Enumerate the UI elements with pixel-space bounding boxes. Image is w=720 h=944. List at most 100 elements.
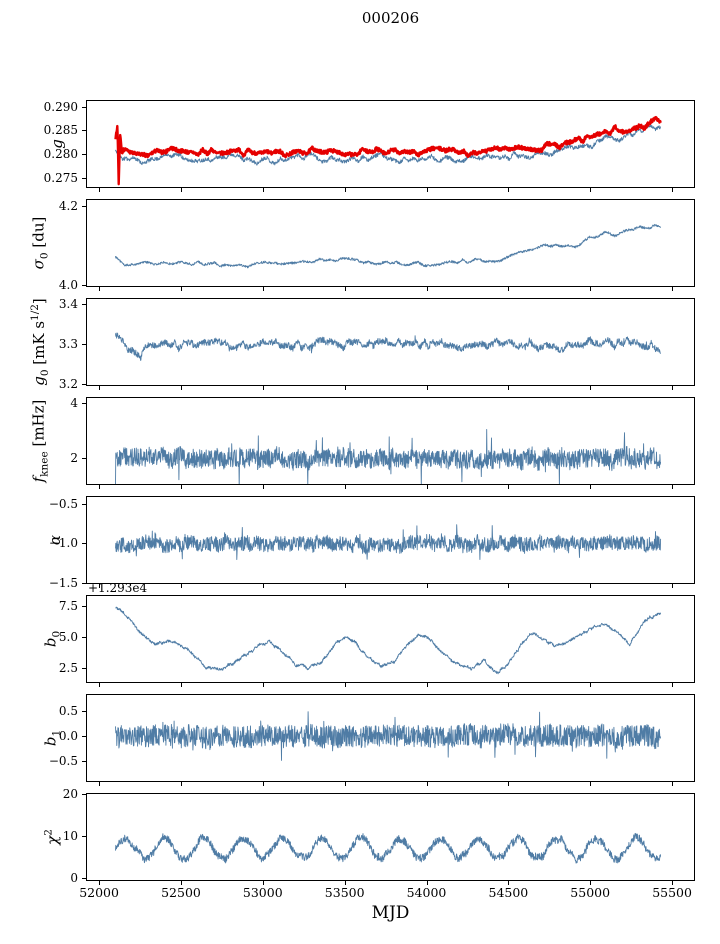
y-tick-label: 0.290 bbox=[43, 99, 78, 114]
x-tick-mark bbox=[262, 485, 264, 489]
x-tick-mark bbox=[181, 881, 182, 885]
y-axis-label: b1 bbox=[41, 729, 63, 747]
axes-frame bbox=[86, 496, 695, 584]
x-tick-mark bbox=[508, 386, 510, 390]
x-tick-label: 53000 bbox=[242, 885, 283, 900]
y-tick-label: −0.5 bbox=[48, 753, 78, 768]
series-line-g0 bbox=[115, 332, 661, 361]
plot-panel bbox=[86, 397, 695, 485]
y-tick-label: 4 bbox=[70, 396, 78, 411]
x-tick-mark bbox=[426, 485, 428, 489]
x-tick-mark bbox=[508, 881, 510, 885]
series-line-alpha bbox=[115, 524, 662, 560]
y-tick-label: −1.5 bbox=[48, 576, 78, 591]
y-tick-mark bbox=[82, 383, 86, 385]
y-axis-label: χ2 bbox=[42, 829, 62, 845]
y-tick-mark bbox=[82, 793, 86, 795]
x-tick-mark bbox=[508, 287, 510, 291]
x-tick-mark bbox=[426, 683, 428, 687]
x-tick-mark bbox=[426, 584, 428, 588]
x-tick-mark bbox=[262, 881, 264, 885]
plot-panel bbox=[86, 595, 695, 683]
x-tick-mark bbox=[672, 386, 674, 390]
axes-frame bbox=[86, 595, 695, 683]
axes-frame bbox=[86, 694, 695, 782]
plot-canvas bbox=[86, 496, 695, 584]
x-tick-mark bbox=[262, 188, 264, 192]
y-tick-mark bbox=[82, 106, 86, 108]
y-tick-mark bbox=[82, 153, 86, 155]
plot-canvas bbox=[86, 694, 695, 782]
plot-canvas bbox=[86, 100, 695, 188]
y-tick-label: 0.280 bbox=[43, 146, 78, 161]
y-tick-mark bbox=[82, 130, 86, 132]
x-axis-label: MJD bbox=[371, 903, 410, 923]
y-tick-label: 3.4 bbox=[58, 296, 78, 311]
x-tick-mark bbox=[99, 584, 101, 588]
plot-canvas bbox=[86, 298, 695, 386]
y-tick-mark bbox=[82, 206, 86, 208]
y-tick-label: 5.0 bbox=[58, 629, 78, 644]
y-tick-label: 20 bbox=[62, 786, 78, 801]
series-line-fknee bbox=[115, 429, 662, 485]
x-tick-mark bbox=[99, 287, 101, 291]
y-tick-label: 0.0 bbox=[58, 728, 78, 743]
plot-panel bbox=[86, 298, 695, 386]
x-tick-mark bbox=[672, 584, 674, 588]
y-axis-offset-text: +1.293e4 bbox=[88, 581, 148, 595]
y-tick-mark bbox=[82, 285, 86, 287]
x-tick-mark bbox=[262, 584, 264, 588]
x-tick-mark bbox=[344, 881, 346, 885]
plot-canvas bbox=[86, 595, 695, 683]
x-tick-mark bbox=[426, 881, 428, 885]
y-tick-mark bbox=[82, 760, 86, 762]
figure-title: 000206 bbox=[361, 9, 420, 27]
x-tick-mark bbox=[672, 287, 674, 291]
x-tick-mark bbox=[590, 584, 592, 588]
y-tick-label: 7.5 bbox=[58, 598, 78, 613]
plot-canvas bbox=[86, 793, 695, 881]
x-tick-mark bbox=[344, 485, 346, 489]
x-tick-mark bbox=[99, 881, 101, 885]
x-tick-mark bbox=[672, 485, 674, 489]
x-tick-mark bbox=[508, 485, 510, 489]
y-tick-label: 0.285 bbox=[43, 123, 78, 138]
x-tick-mark bbox=[590, 683, 592, 687]
axes-frame bbox=[86, 100, 695, 188]
x-tick-mark bbox=[99, 188, 101, 192]
x-tick-mark bbox=[508, 584, 510, 588]
series-line-g-fit bbox=[115, 124, 662, 166]
x-tick-mark bbox=[344, 287, 346, 291]
x-tick-mark bbox=[181, 188, 182, 192]
y-tick-mark bbox=[82, 583, 86, 585]
y-axis-label: α bbox=[46, 534, 64, 546]
y-tick-label: 0 bbox=[70, 871, 78, 886]
x-tick-mark bbox=[262, 386, 264, 390]
x-tick-label: 53500 bbox=[324, 885, 365, 900]
x-tick-mark bbox=[344, 584, 346, 588]
y-tick-label: −1.0 bbox=[48, 536, 78, 551]
x-tick-label: 54500 bbox=[488, 885, 529, 900]
y-tick-mark bbox=[82, 177, 86, 179]
x-tick-mark bbox=[672, 188, 674, 192]
y-tick-label: −0.5 bbox=[48, 496, 78, 511]
y-tick-label: 3.2 bbox=[58, 376, 78, 391]
y-tick-mark bbox=[82, 543, 86, 545]
y-tick-mark bbox=[82, 403, 86, 405]
y-tick-label: 3.3 bbox=[58, 336, 78, 351]
y-tick-mark bbox=[82, 458, 86, 460]
y-tick-label: 10 bbox=[62, 829, 78, 844]
x-tick-label: 54000 bbox=[406, 885, 447, 900]
x-tick-mark bbox=[508, 683, 510, 687]
y-tick-label: 0.275 bbox=[43, 170, 78, 185]
x-tick-mark bbox=[262, 287, 264, 291]
y-tick-label: 2.5 bbox=[58, 660, 78, 675]
x-tick-mark bbox=[590, 188, 592, 192]
y-tick-mark bbox=[82, 667, 86, 669]
plot-panel bbox=[86, 694, 695, 782]
axes-frame bbox=[86, 397, 695, 485]
series-line-sigma0 bbox=[115, 223, 661, 269]
plot-panel bbox=[86, 100, 695, 188]
y-tick-mark bbox=[82, 636, 86, 638]
x-tick-mark bbox=[262, 683, 264, 687]
